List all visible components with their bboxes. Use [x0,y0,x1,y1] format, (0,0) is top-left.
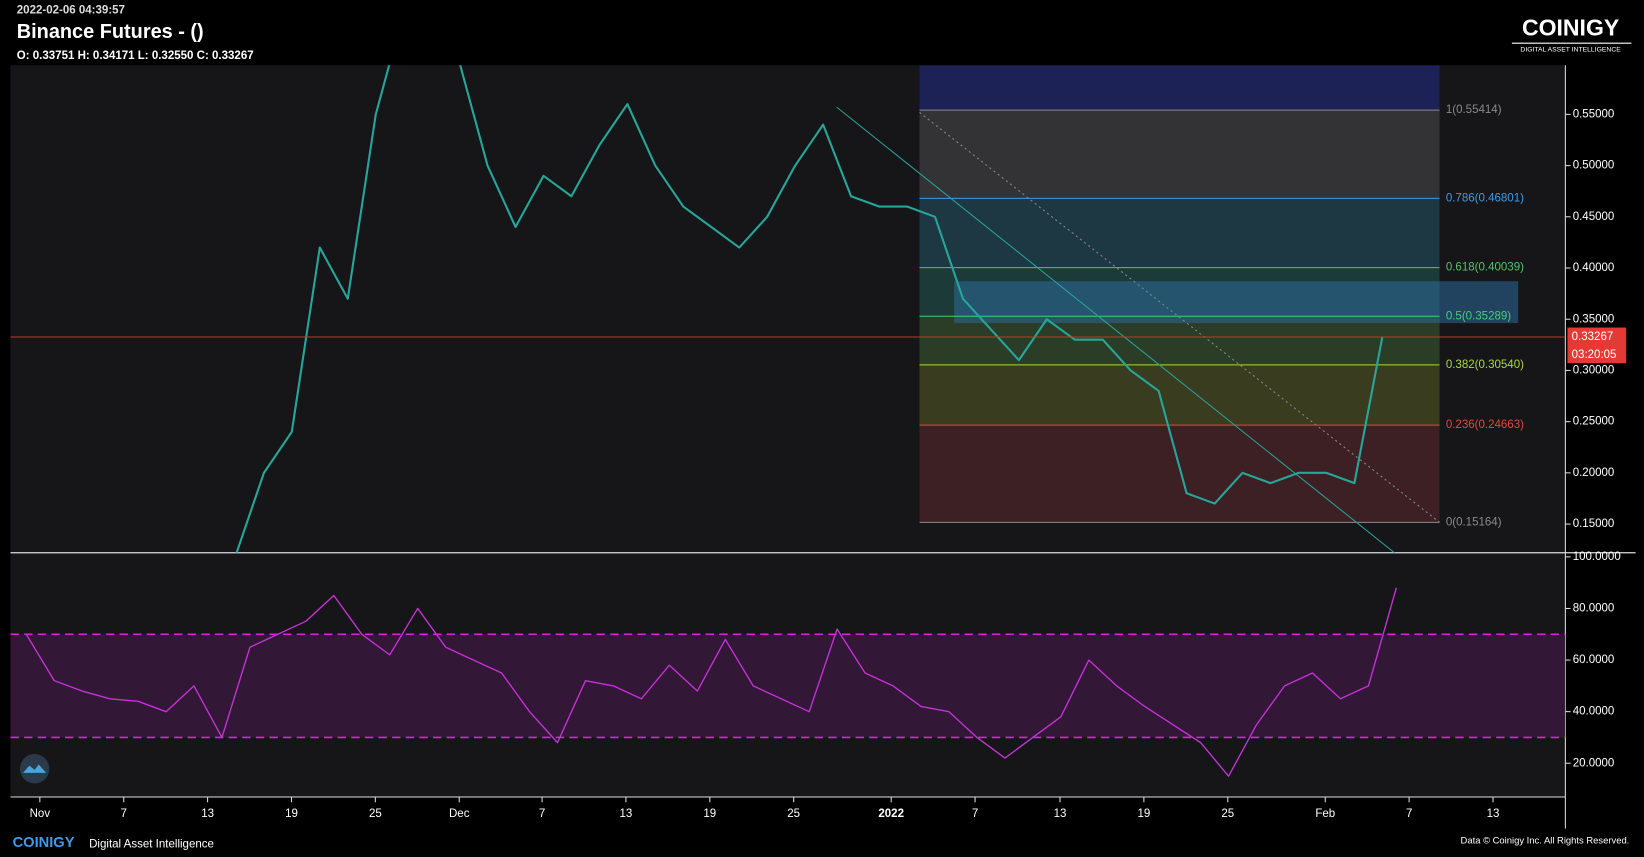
footer-tagline: Digital Asset Intelligence [89,838,214,850]
x-tick-label: 13 [1054,808,1067,820]
fib-band [919,110,1440,199]
x-tick-label: Dec [449,808,470,820]
y-tick-label: 0.30000 [1573,364,1615,376]
trend-line [836,106,1395,553]
fib-band [919,65,1440,111]
x-tick-label: 19 [1137,808,1150,820]
fib-label: 0.618(0.40039) [1446,262,1524,274]
price-tag-value: 0.33267 [1572,331,1614,343]
footer-copyright: Data © Coinigy Inc. All Rights Reserved. [1461,835,1630,846]
fib-band [919,425,1440,523]
y-tick-label: 0.50000 [1573,160,1615,172]
footer-logo: COINIGY [13,835,75,851]
rsi-band [10,634,1566,738]
price-tag-countdown: 03:20:05 [1572,349,1617,361]
x-tick-label: 7 [121,808,127,820]
x-tick-label: Nov [30,808,51,820]
fib-band [919,364,1440,426]
y-tick-label: 60.0000 [1573,654,1615,666]
fib-label: 0.236(0.24663) [1446,419,1524,431]
y-tick-label: 80.0000 [1573,603,1615,615]
fib-label: 0.5(0.35289) [1446,310,1511,322]
y-tick-label: 0.25000 [1573,416,1615,428]
y-tick-label: 0.20000 [1573,467,1615,479]
y-tick-label: 0.45000 [1573,211,1615,223]
timestamp: 2022-02-06 04:39:57 [17,5,125,17]
y-tick-label: 0.35000 [1573,313,1615,325]
zone [954,281,1519,324]
y-tick-label: 0.55000 [1573,108,1615,120]
x-tick-label: 25 [1221,808,1234,820]
logo-name: COINIGY [1522,15,1619,41]
x-tick-label: 13 [201,808,214,820]
price-tag [1567,327,1627,364]
y-tick-label: 40.0000 [1573,706,1615,718]
indicator-icon[interactable] [19,754,50,784]
y-tick-label: 0.15000 [1573,518,1615,530]
title: Binance Futures - () [17,21,204,43]
fib-label: 0.382(0.30540) [1446,359,1524,371]
fib-diagonal [919,111,1440,523]
x-tick-label: 7 [972,808,978,820]
fib-label: 0(0.15164) [1446,516,1502,528]
x-tick-label: 13 [620,808,633,820]
x-tick-label: 19 [703,808,716,820]
x-tick-label: 7 [1406,808,1412,820]
x-tick-label: 25 [787,808,800,820]
y-tick-label: 100.0000 [1573,551,1621,563]
logo-tagline: DIGITAL ASSET INTELLIGENCE [1520,46,1621,53]
fib-label: 1(0.55414) [1446,104,1502,116]
y-tick-label: 0.40000 [1573,262,1615,274]
series-line [25,587,1398,777]
x-tick-label: 19 [285,808,298,820]
fib-label: 0.786(0.46801) [1446,192,1524,204]
x-tick-label: Feb [1315,808,1335,820]
x-tick-label: 13 [1487,808,1500,820]
series-line [235,65,1384,553]
x-tick-label: 2022 [878,808,904,820]
fib-band [919,198,1440,268]
y-tick-label: 20.0000 [1573,757,1615,769]
ohlc: O: 0.33751 H: 0.34171 L: 0.32550 C: 0.33… [17,50,254,62]
x-tick-label: 7 [539,808,545,820]
fib-band [919,316,1440,365]
x-tick-label: 25 [369,808,382,820]
